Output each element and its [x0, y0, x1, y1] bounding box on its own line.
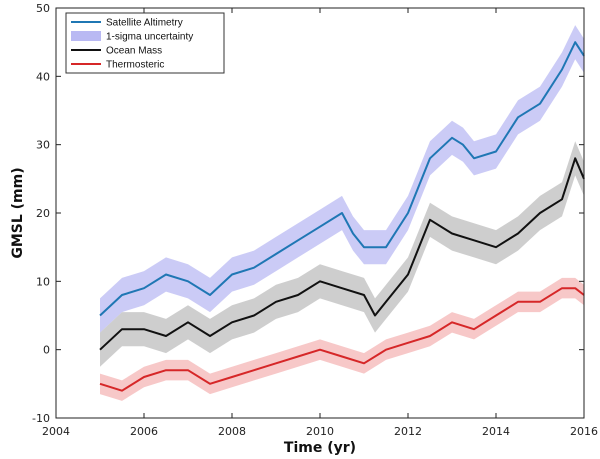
legend-label: 1-sigma uncertainty: [106, 32, 193, 43]
legend: Satellite Altimetry 1-sigma uncertainty Oc…: [65, 12, 225, 74]
y-axis-title: GMSL (mm): [10, 167, 26, 258]
legend-label: Ocean Mass: [106, 46, 162, 57]
x-tick-label: 2010: [306, 425, 334, 438]
legend-label: Satellite Altimetry: [106, 18, 183, 29]
uncertainty-bands: [100, 25, 584, 401]
thermosteric-line: [99, 287, 585, 392]
y-tick-label: 30: [36, 139, 50, 152]
x-tick-label: 2012: [394, 425, 422, 438]
x-tick-label: 2004: [42, 425, 70, 438]
y-tick-label: 10: [36, 275, 50, 288]
x-axis-ticks: 2004 2006 2008 2010 2012 2014 2016: [42, 8, 598, 438]
y-tick-label: -10: [32, 412, 50, 425]
y-tick-label: 50: [36, 2, 50, 15]
x-tick-label: 2016: [570, 425, 598, 438]
legend-swatch: [71, 31, 101, 41]
satellite-altimetry-uncertainty-band: [100, 25, 584, 333]
y-tick-label: 20: [36, 207, 50, 220]
y-axis-ticks: -10 0 10 20 30 40 50: [32, 2, 584, 425]
ocean-mass-line: [99, 157, 585, 351]
x-tick-label: 2014: [482, 425, 510, 438]
series-lines: [99, 41, 585, 392]
x-tick-label: 2008: [218, 425, 246, 438]
x-tick-label: 2006: [130, 425, 158, 438]
satellite-altimetry-line: [99, 41, 585, 317]
legend-label: Thermosteric: [106, 60, 164, 71]
y-tick-label: 40: [36, 70, 50, 83]
ocean-mass-uncertainty-band: [100, 141, 584, 367]
x-axis-title: Time (yr): [284, 440, 356, 456]
y-tick-label: 0: [43, 344, 50, 357]
